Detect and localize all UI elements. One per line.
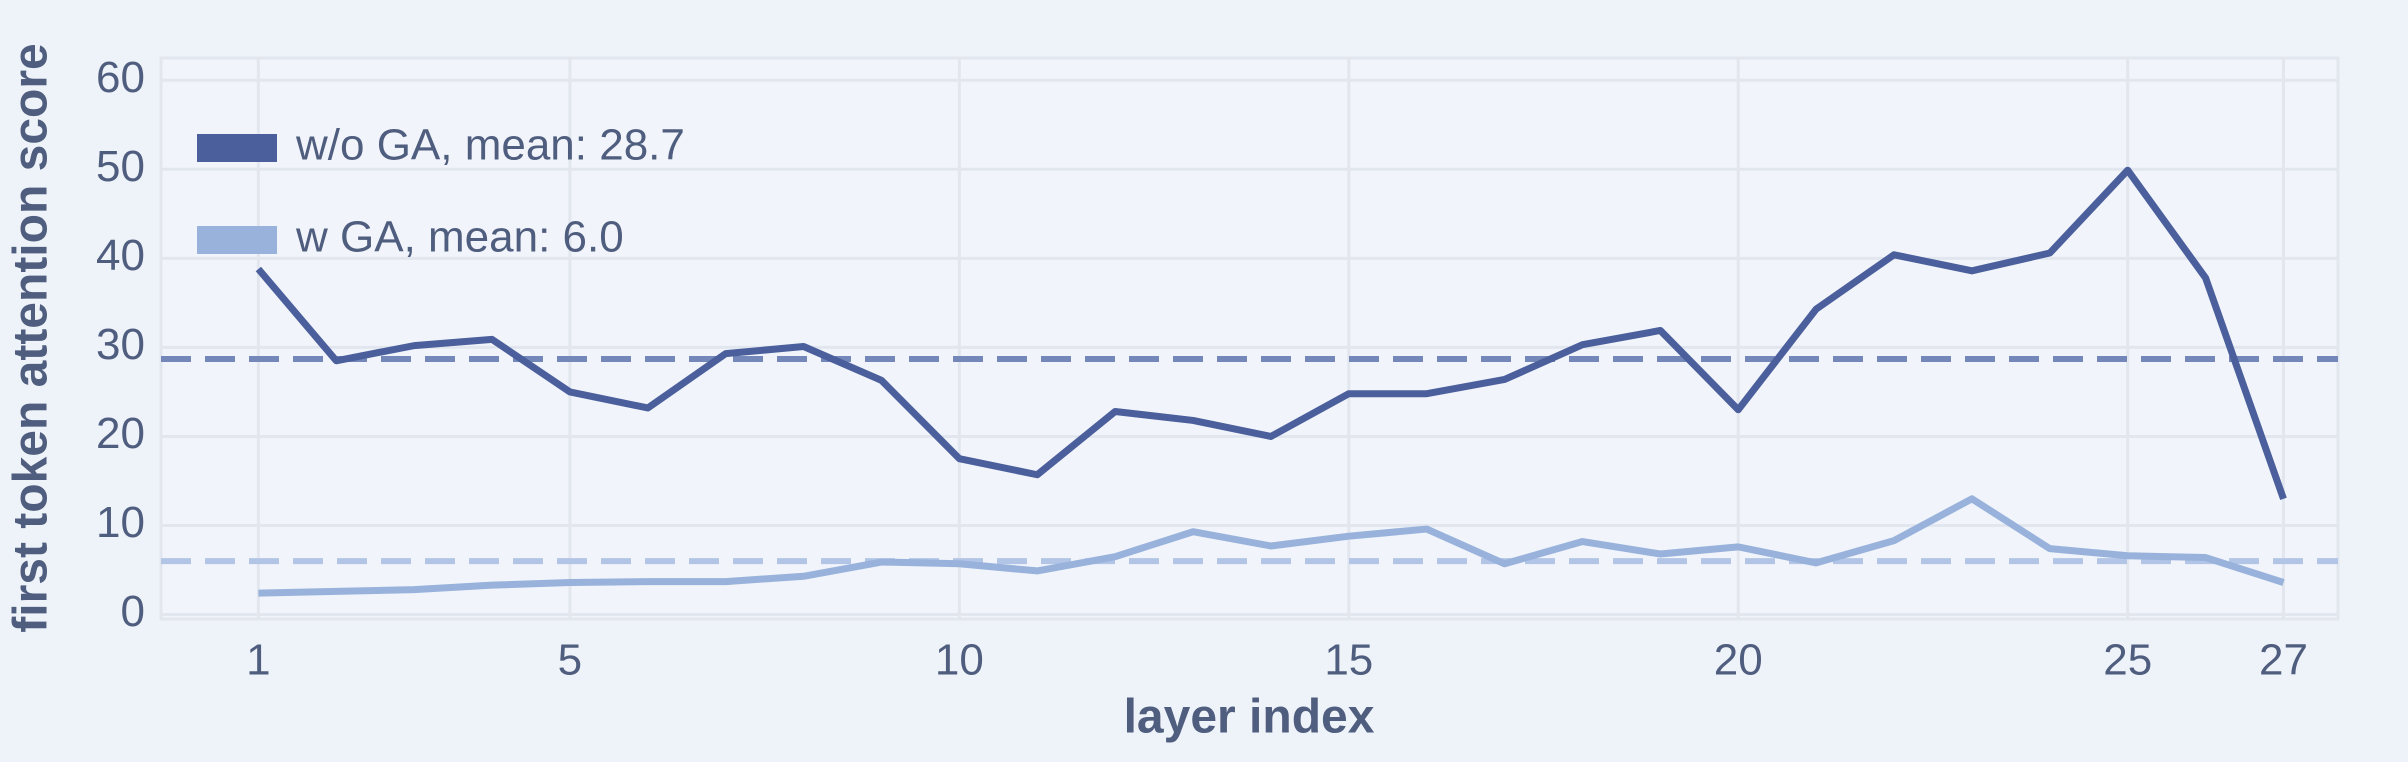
y-tick-label: 20	[96, 409, 145, 458]
y-axis-label: first token attention score	[5, 43, 58, 632]
x-tick-label: 1	[246, 636, 270, 685]
x-tick-label: 5	[558, 636, 582, 685]
x-tick-label: 15	[1324, 636, 1373, 685]
x-tick-label: 25	[2103, 636, 2152, 685]
legend-label: w/o GA, mean: 28.7	[295, 121, 685, 170]
x-axis-label: layer index	[1124, 691, 1375, 744]
x-tick-label: 27	[2259, 636, 2308, 685]
y-tick-label: 0	[121, 587, 145, 636]
legend-label: w GA, mean: 6.0	[295, 213, 624, 262]
legend-swatch	[197, 226, 277, 254]
y-tick-label: 10	[96, 498, 145, 547]
data-line	[258, 495, 2285, 597]
y-tick-label: 50	[96, 142, 145, 191]
y-tick-label: 60	[96, 53, 145, 102]
y-tick-label: 30	[96, 320, 145, 369]
x-tick-label: 20	[1714, 636, 1763, 685]
x-tick-label: 10	[935, 636, 984, 685]
data-line	[255, 166, 2287, 500]
legend-swatch	[197, 134, 277, 162]
y-tick-label: 40	[96, 231, 145, 280]
